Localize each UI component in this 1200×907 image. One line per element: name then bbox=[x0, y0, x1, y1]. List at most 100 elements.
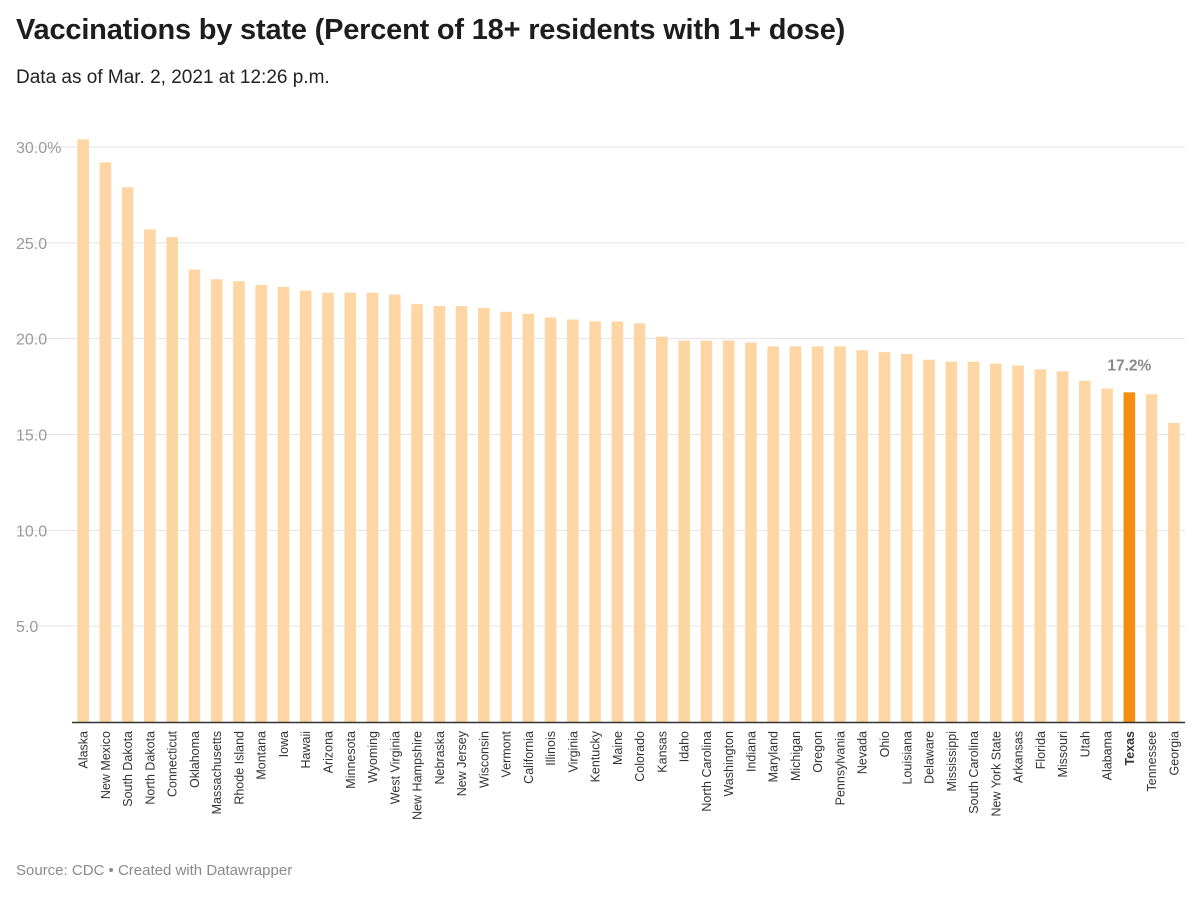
bar-iowa bbox=[277, 286, 290, 722]
y-tick-label: 30.0% bbox=[16, 140, 61, 157]
x-tick-label: Maryland bbox=[767, 731, 781, 782]
bar-michigan bbox=[789, 346, 802, 722]
x-tick-label: Massachusetts bbox=[210, 731, 224, 814]
bar-louisiana bbox=[900, 354, 913, 722]
x-tick-label: Louisiana bbox=[900, 731, 914, 785]
x-axis-labels: Alaska New Mexico South Dakota North Dakota… bbox=[77, 730, 1182, 820]
bar-kentucky bbox=[589, 321, 601, 722]
y-tick-label: 20.0 bbox=[16, 332, 47, 349]
x-tick-label: Connecticut bbox=[166, 730, 180, 797]
x-tick-label: New Jersey bbox=[455, 730, 469, 796]
x-tick-label: North Carolina bbox=[700, 731, 714, 812]
bar-virginia bbox=[567, 319, 579, 722]
x-tick-label: Georgia bbox=[1167, 731, 1181, 776]
x-tick-label: Colorado bbox=[633, 731, 647, 782]
bar-california bbox=[522, 313, 535, 722]
x-tick-label: Texas bbox=[1123, 731, 1137, 766]
bar-washington bbox=[722, 340, 735, 722]
x-tick-label: Oregon bbox=[811, 731, 825, 773]
bar-tennessee bbox=[1145, 394, 1158, 722]
x-tick-label: Vermont bbox=[500, 730, 514, 777]
bar-nevada bbox=[856, 350, 869, 722]
y-tick-label: 10.0 bbox=[16, 523, 47, 540]
x-tick-label: Iowa bbox=[277, 731, 291, 757]
bars: 17.2% bbox=[72, 139, 1185, 724]
x-tick-label: Alabama bbox=[1101, 731, 1115, 780]
bar-oregon bbox=[811, 346, 824, 722]
bar-ohio bbox=[878, 352, 891, 722]
x-tick-label: Tennessee bbox=[1145, 731, 1159, 792]
x-tick-label: Arizona bbox=[321, 731, 335, 773]
y-tick-label: 5.0 bbox=[16, 619, 38, 636]
bar-alabama bbox=[1101, 388, 1113, 722]
bar-new-jersey bbox=[455, 306, 468, 722]
bar-kansas bbox=[656, 336, 668, 722]
x-tick-label: Kentucky bbox=[589, 730, 603, 782]
chart-title: Vaccinations by state (Percent of 18+ re… bbox=[16, 14, 846, 46]
bar-nebraska bbox=[433, 306, 446, 722]
bar-vermont bbox=[500, 311, 512, 722]
x-tick-label: South Dakota bbox=[121, 731, 135, 807]
bar-utah bbox=[1079, 380, 1091, 722]
x-tick-label: Virginia bbox=[566, 731, 580, 773]
x-tick-label: Indiana bbox=[744, 731, 758, 772]
bar-florida bbox=[1034, 369, 1047, 722]
x-tick-label: Kansas bbox=[655, 731, 669, 773]
bar-arizona bbox=[322, 292, 334, 722]
bar-chart: 5.0 10.0 15.0 20.0 25.0 30.0% 17.2% Alaska New… bbox=[16, 139, 1185, 820]
bar-connecticut bbox=[166, 237, 178, 722]
x-tick-label: North Dakota bbox=[143, 731, 157, 805]
x-tick-label: West Virginia bbox=[388, 731, 402, 804]
bar-arkansas bbox=[1012, 365, 1024, 722]
x-tick-label: Nevada bbox=[856, 731, 870, 774]
x-tick-label: Pennsylvania bbox=[833, 731, 847, 805]
bar-south-dakota bbox=[121, 187, 134, 722]
x-tick-label: Idaho bbox=[678, 731, 692, 762]
bar-new-mexico bbox=[99, 162, 112, 722]
bar-illinois bbox=[544, 317, 557, 722]
x-tick-label: Washington bbox=[722, 731, 736, 797]
bar-colorado bbox=[633, 323, 646, 722]
x-tick-label: Oklahoma bbox=[188, 731, 202, 788]
x-tick-label: Hawaii bbox=[299, 731, 313, 769]
y-tick-label: 15.0 bbox=[16, 428, 47, 445]
y-tick-label: 25.0 bbox=[16, 236, 47, 253]
bar-texas bbox=[1123, 392, 1136, 722]
bar-new-york-state bbox=[990, 363, 1002, 722]
bar-pennsylvania bbox=[834, 346, 846, 722]
x-tick-label: Michigan bbox=[789, 731, 803, 781]
bar-montana bbox=[255, 285, 267, 722]
x-tick-label: Maine bbox=[611, 731, 625, 765]
bar-new-hampshire bbox=[411, 304, 423, 722]
bar-wyoming bbox=[366, 292, 379, 722]
x-tick-label: Montana bbox=[255, 731, 269, 780]
bar-idaho bbox=[678, 340, 690, 722]
x-tick-label: New Hampshire bbox=[411, 731, 425, 820]
x-tick-label: Ohio bbox=[878, 731, 892, 757]
x-tick-label: Delaware bbox=[923, 731, 937, 784]
bar-oklahoma bbox=[188, 269, 201, 722]
x-tick-label: Wyoming bbox=[366, 731, 380, 783]
data-label-texas: 17.2% bbox=[1107, 357, 1151, 374]
x-tick-label: Utah bbox=[1078, 731, 1092, 757]
x-tick-label: New York State bbox=[989, 731, 1003, 817]
x-tick-label: Illinois bbox=[544, 731, 558, 766]
x-tick-label: New Mexico bbox=[99, 731, 113, 799]
bar-north-carolina bbox=[700, 340, 713, 722]
bar-maryland bbox=[767, 346, 779, 722]
source-footer: Source: CDC • Created with Datawrapper bbox=[16, 862, 293, 879]
x-tick-label: Florida bbox=[1034, 731, 1048, 769]
chart-subtitle: Data as of Mar. 2, 2021 at 12:26 p.m. bbox=[16, 67, 330, 88]
bar-delaware bbox=[923, 359, 935, 722]
bar-west-virginia bbox=[388, 294, 401, 722]
bar-rhode-island bbox=[233, 281, 245, 722]
bar-indiana bbox=[745, 342, 757, 722]
x-tick-label: Nebraska bbox=[433, 731, 447, 785]
bar-missouri bbox=[1056, 371, 1069, 722]
bar-north-dakota bbox=[144, 229, 156, 723]
x-tick-label: Alaska bbox=[77, 731, 91, 769]
bar-mississippi bbox=[945, 361, 958, 722]
bar-south-carolina bbox=[967, 361, 980, 722]
x-tick-label: California bbox=[522, 731, 536, 784]
x-tick-label: Arkansas bbox=[1012, 731, 1026, 783]
